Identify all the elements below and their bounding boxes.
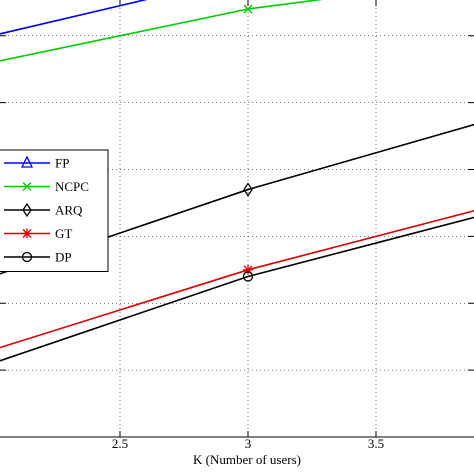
x-tick-label: 3.5 [368, 436, 384, 451]
legend-item-fp: FP [4, 155, 69, 171]
legend-marker-fp [20, 155, 34, 168]
legend-marker-ncpc [22, 182, 32, 191]
legend-item-gt: GT [4, 226, 72, 241]
data-point-ncpc [243, 4, 253, 14]
legend-label-fp: FP [55, 156, 69, 171]
legend-label-gt: GT [55, 226, 72, 241]
grid [0, 0, 474, 437]
x-axis-label: K (Number of users) [193, 452, 301, 467]
legend-label-ncpc: NCPC [55, 179, 89, 194]
data-point-arq [243, 182, 253, 197]
legend-item-arq: ARQ [4, 203, 83, 218]
legend-label-arq: ARQ [55, 203, 83, 218]
series-line-dp [0, 216, 474, 362]
legend-marker-dp [21, 251, 33, 263]
tick-labels: 2.5 3 3.5 [112, 436, 384, 451]
legend-item-ncpc: NCPC [4, 179, 89, 194]
legend: FP NCPC ARQ GT DP [0, 149, 109, 272]
x-tick-label: 2.5 [112, 436, 128, 451]
legend-marker-arq [22, 202, 32, 218]
x-tick-label: 3 [245, 436, 252, 451]
legend-label-dp: DP [55, 250, 72, 265]
data-point-dp [242, 271, 254, 282]
legend-item-dp: DP [4, 250, 72, 265]
series-line-ncpc [0, 0, 324, 62]
series-line-fp [0, 0, 148, 35]
legend-marker-gt [22, 228, 32, 239]
